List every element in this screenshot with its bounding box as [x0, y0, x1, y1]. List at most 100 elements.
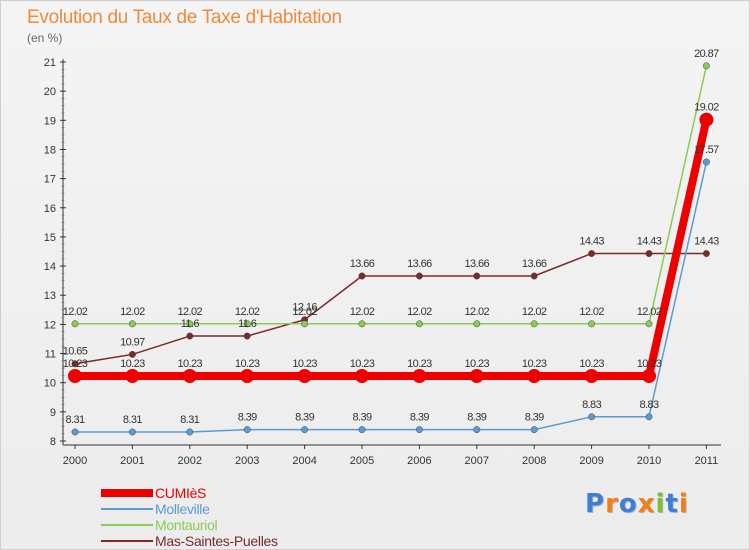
series-line: [75, 118, 711, 380]
series-line: [74, 252, 707, 365]
data-point: [645, 413, 653, 421]
chart-legend: CUMIèS Molleville Montauriol Mas-Saintes-Pu…: [101, 485, 278, 549]
data-label: 10.23: [579, 358, 604, 370]
data-label: 10.23: [63, 358, 88, 370]
data-point: [71, 320, 79, 328]
data-point: [530, 426, 538, 434]
y-tick-label: 21: [44, 57, 56, 69]
data-label: 12.16: [292, 302, 317, 314]
logo-letter: o: [618, 489, 638, 519]
y-tick-label: 19: [44, 115, 56, 127]
data-point: [68, 368, 82, 383]
data-label: 13.66: [350, 258, 375, 270]
data-point: [243, 426, 251, 434]
data-label: 12.02: [120, 306, 145, 318]
data-point: [473, 426, 481, 434]
data-label: 13.66: [522, 258, 547, 270]
data-label: 14.43: [694, 236, 719, 248]
data-label: 14.43: [637, 236, 662, 248]
data-label: 10.23: [522, 358, 547, 370]
data-label: 8.39: [525, 412, 544, 424]
data-point: [645, 250, 653, 257]
data-label: 8.39: [467, 412, 486, 424]
data-point: [186, 320, 194, 328]
data-label: 10.23: [465, 358, 490, 370]
data-point: [186, 428, 194, 436]
x-tick-label: 2010: [637, 455, 661, 467]
x-tick-label: 2000: [63, 455, 87, 467]
data-point: [642, 368, 656, 383]
data-point: [301, 320, 309, 328]
legend-item: Montauriol: [101, 517, 278, 533]
data-point: [588, 250, 596, 257]
data-label: 10.23: [292, 358, 317, 370]
data-point: [243, 320, 251, 328]
data-label: 12.02: [235, 306, 260, 318]
data-point: [243, 332, 251, 340]
legend-item: Mas-Saintes-Puelles: [101, 533, 278, 549]
x-tick-label: 2008: [522, 455, 546, 467]
x-tick-label: 2004: [292, 455, 316, 467]
logo-letter: P: [585, 489, 606, 519]
data-point: [358, 272, 366, 280]
series-3: [71, 250, 710, 368]
chart-axes: 8 9 10 11 12 13 14 15 16 17 18 19 20 21 2000 2001 2002 20…: [44, 57, 721, 467]
legend-label: CUMIèS: [155, 485, 207, 501]
data-point: [301, 426, 309, 434]
data-label: 10.23: [637, 358, 662, 370]
y-tick-label: 12: [44, 319, 56, 331]
data-point: [358, 320, 366, 328]
y-tick-label: 13: [44, 290, 56, 302]
data-label: 13.66: [407, 258, 432, 270]
legend-label: Montauriol: [155, 517, 218, 533]
data-point: [588, 320, 596, 328]
data-point: [699, 112, 714, 127]
legend-swatch: [101, 508, 153, 510]
data-point: [469, 368, 484, 383]
data-label: 10.97: [120, 336, 145, 348]
data-label: 12.02: [637, 306, 662, 318]
data-point: [71, 428, 79, 436]
data-point: [412, 368, 427, 383]
data-label: 12.02: [465, 306, 490, 318]
data-label: 11.6: [181, 318, 200, 330]
data-point: [702, 62, 710, 70]
y-tick-label: 10: [44, 378, 56, 390]
data-point: [71, 360, 79, 368]
data-label: 10.23: [178, 358, 203, 370]
data-label: 12.02: [522, 306, 547, 318]
x-tick-label: 2007: [465, 455, 489, 467]
data-label: 12.02: [407, 306, 432, 318]
data-point: [584, 368, 599, 383]
data-label: 8.83: [582, 399, 601, 411]
data-point: [358, 426, 366, 434]
y-tick-label: 11: [45, 349, 56, 361]
data-label: 17.57: [694, 144, 719, 156]
x-tick-label: 2002: [178, 455, 202, 467]
y-tick-label: 14: [44, 261, 56, 273]
data-label: 8.39: [352, 412, 371, 424]
data-label: 8.83: [639, 399, 658, 411]
data-point: [702, 158, 710, 166]
data-point: [240, 368, 255, 383]
data-point: [530, 272, 538, 280]
data-label: 12.02: [350, 306, 375, 318]
data-point: [530, 320, 538, 328]
data-point: [182, 368, 197, 383]
line-chart: 8 9 10 11 12 13 14 15 16 17 18 19 20 21 2000 2001 2002 20…: [44, 48, 721, 467]
legend-swatch: [101, 540, 153, 542]
data-point: [473, 320, 481, 328]
x-tick-label: 2009: [579, 455, 603, 467]
data-point: [128, 428, 136, 436]
data-labels-layer: 10.23 10.23 10.23 10.23 10.23 10.23 10.23 10.23…: [63, 48, 720, 426]
data-label: 8.31: [123, 414, 142, 426]
data-point: [297, 368, 312, 383]
x-tick-label: 2003: [235, 455, 259, 467]
data-point: [588, 413, 596, 421]
data-label: 12.02: [292, 306, 317, 318]
data-point: [415, 272, 423, 280]
y-tick-label: 17: [44, 174, 56, 186]
logo-letter: t: [665, 489, 679, 519]
data-label: 14.43: [579, 236, 604, 248]
